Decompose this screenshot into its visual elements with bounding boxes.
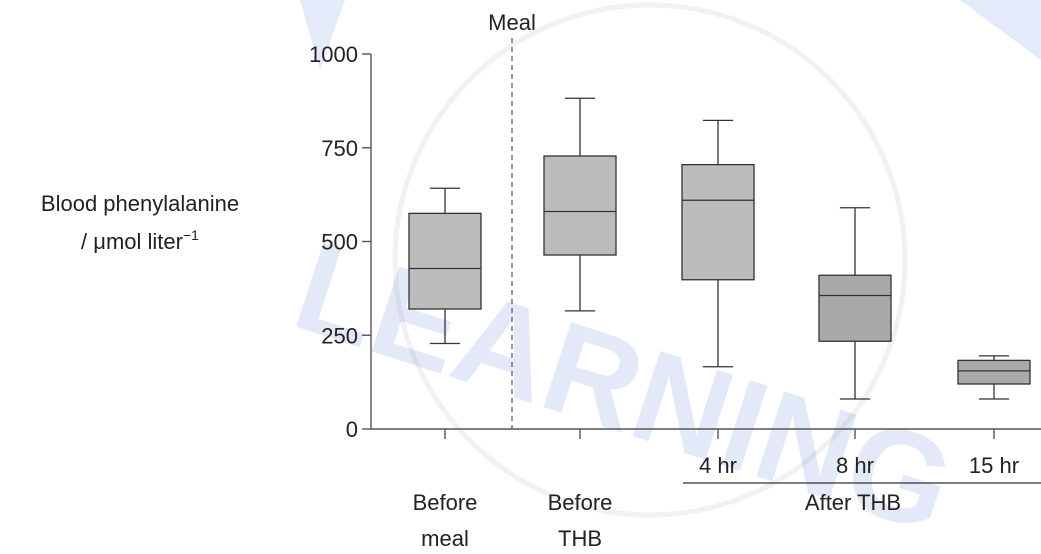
category-label-4-0: 15 hr (969, 453, 1019, 478)
box-rect-1 (543, 155, 617, 256)
watermark: LEARNING (279, 0, 1041, 554)
y-ticks: 0 250 500 750 1000 (309, 42, 371, 442)
y-axis-title-exponent: −1 (183, 227, 199, 243)
category-label-1-0: Before (548, 490, 613, 515)
y-axis-title-line2: / μmol liter−1 (81, 227, 199, 254)
watermark-circle (392, 2, 908, 518)
category-label-3-0: 8 hr (836, 453, 874, 478)
y-axis-title-line1: Blood phenylalanine (41, 191, 239, 216)
box-rect-0 (408, 212, 482, 310)
box-3 (818, 207, 892, 400)
box-1 (543, 97, 617, 312)
box-rect-3 (818, 274, 892, 342)
x-ticks (444, 429, 995, 439)
category-label-0-1: meal (421, 526, 469, 551)
y-tick-label-0: 0 (346, 417, 358, 442)
watermark-mark-right (960, 0, 1041, 60)
y-tick-label-750: 750 (321, 136, 358, 161)
y-tick-label-250: 250 (321, 323, 358, 348)
y-axis-title-unit: μmol liter (93, 229, 183, 254)
after-thb-group-label: After THB (805, 490, 901, 515)
category-labels: Before meal Before THB 4 hr 8 hr 15 hr (413, 453, 1019, 551)
category-label-2-0: 4 hr (699, 453, 737, 478)
watermark-mark-left (300, 0, 345, 70)
boxes (408, 97, 1031, 400)
box-rect-4 (957, 359, 1031, 385)
box-2 (681, 119, 755, 368)
y-axis-title-prefix: / (81, 229, 93, 254)
box-4 (957, 355, 1031, 400)
meal-annotation: Meal (488, 10, 536, 35)
category-label-1-1: THB (558, 526, 602, 551)
box-0 (408, 187, 482, 345)
box-rect-2 (681, 163, 755, 281)
y-tick-label-500: 500 (321, 230, 358, 255)
category-label-0-0: Before (413, 490, 478, 515)
y-tick-label-1000: 1000 (309, 42, 358, 67)
